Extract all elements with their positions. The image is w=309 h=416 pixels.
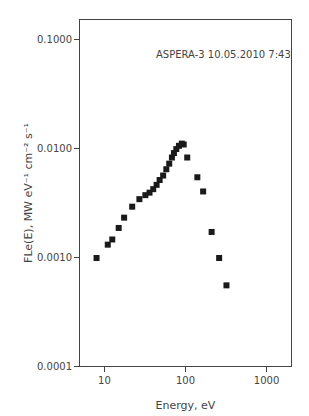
svg-text:0.0010: 0.0010	[37, 252, 72, 263]
svg-text:1000: 1000	[254, 375, 279, 386]
svg-text:FLe(E), MW eV⁻¹ cm⁻² s⁻¹: FLe(E), MW eV⁻¹ cm⁻² s⁻¹	[22, 123, 35, 263]
svg-text:0.1000: 0.1000	[37, 34, 72, 45]
svg-text:Energy, eV: Energy, eV	[156, 399, 216, 412]
svg-text:100: 100	[176, 375, 195, 386]
svg-text:0.0001: 0.0001	[37, 361, 72, 372]
svg-text:0.0100: 0.0100	[37, 143, 72, 154]
svg-text:10: 10	[98, 375, 111, 386]
svg-text:ASPERA-3 10.05.2010 7:43: ASPERA-3 10.05.2010 7:43	[156, 49, 291, 60]
